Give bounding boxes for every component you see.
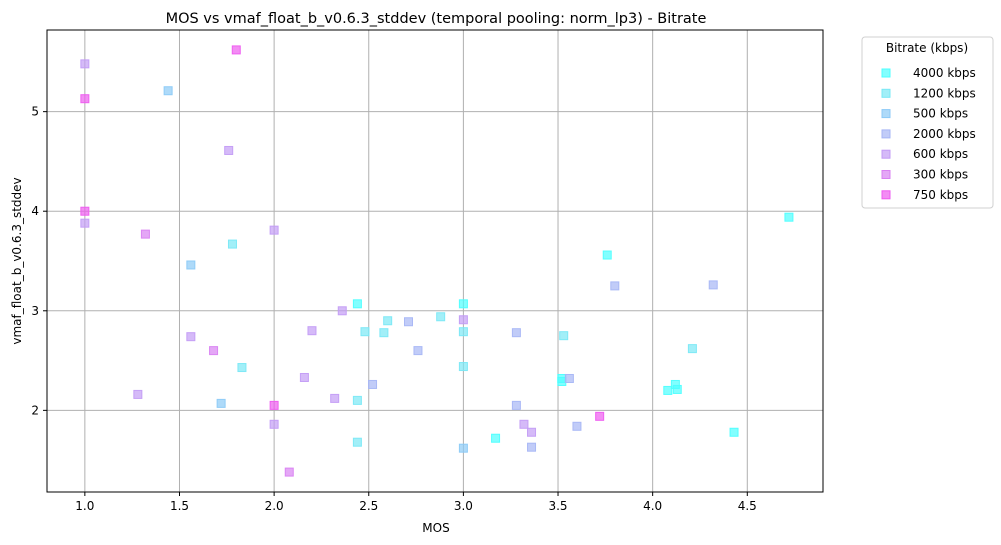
data-point — [784, 212, 794, 222]
legend: Bitrate (kbps) 4000 kbps 1200 kbps 500 kbp… — [861, 36, 994, 209]
x-axis-label: MOS — [422, 521, 449, 535]
data-point — [383, 316, 393, 326]
data-point — [610, 281, 620, 291]
data-point — [269, 225, 279, 235]
data-point — [687, 344, 697, 354]
data-point — [163, 86, 173, 96]
data-point — [284, 467, 294, 477]
data-point — [224, 145, 234, 155]
data-point — [527, 427, 537, 437]
legend-label: 500 kbps — [913, 107, 968, 121]
data-point — [186, 332, 196, 342]
x-tick-label: 3.5 — [548, 499, 567, 513]
data-point — [80, 206, 90, 216]
data-point — [595, 411, 605, 421]
data-point — [559, 331, 569, 341]
data-point — [269, 400, 279, 410]
data-point — [564, 373, 574, 383]
data-point — [519, 419, 529, 429]
legend-marker — [881, 149, 891, 159]
x-tick-label: 2.5 — [359, 499, 378, 513]
chart-title: MOS vs vmaf_float_b_v0.6.3_stddev (tempo… — [166, 11, 707, 27]
legend-marker — [881, 109, 891, 119]
data-point — [436, 312, 446, 322]
data-point — [352, 437, 362, 447]
data-point — [231, 45, 241, 55]
data-point — [491, 433, 501, 443]
x-tick-label: 1.0 — [75, 499, 94, 513]
legend-marker — [881, 129, 891, 139]
data-point — [458, 299, 468, 309]
data-point — [708, 280, 718, 290]
data-point — [379, 328, 389, 338]
data-point — [663, 385, 673, 395]
legend-marker — [881, 170, 891, 179]
data-point — [672, 384, 682, 394]
data-point — [413, 346, 423, 356]
x-tick-label: 3.0 — [454, 499, 473, 513]
data-point — [527, 442, 537, 452]
data-point — [458, 362, 468, 372]
legend-label: 2000 kbps — [913, 127, 976, 141]
grid-lines — [47, 30, 823, 492]
data-point — [80, 94, 90, 104]
legend-label: 600 kbps — [913, 147, 968, 161]
legend-label: 750 kbps — [913, 188, 968, 202]
legend-marker — [881, 190, 891, 200]
data-point — [511, 328, 521, 338]
y-tick-label: 2 — [31, 403, 39, 417]
data-point — [352, 299, 362, 309]
data-point — [368, 379, 378, 389]
legend-label: 300 kbps — [913, 168, 968, 182]
data-point — [140, 229, 150, 239]
y-tick-label: 3 — [31, 304, 39, 318]
data-point — [602, 250, 612, 260]
legend-title: Bitrate (kbps) — [886, 41, 968, 55]
data-point — [458, 315, 468, 325]
data-points — [80, 45, 794, 477]
legend-marker — [881, 68, 891, 78]
data-point — [227, 239, 237, 249]
data-point — [80, 59, 90, 69]
x-tick-label: 1.5 — [170, 499, 189, 513]
data-point — [307, 326, 317, 336]
x-tick-label: 4.5 — [738, 499, 757, 513]
y-axis-ticks: 2 3 4 5 — [31, 105, 47, 417]
x-axis-ticks: 1.0 1.5 2.0 2.5 3.0 3.5 4.0 4.5 — [75, 492, 757, 513]
data-point — [299, 372, 309, 382]
data-point — [133, 389, 143, 399]
data-point — [458, 327, 468, 337]
data-point — [729, 427, 739, 437]
legend-items: 4000 kbps 1200 kbps 500 kbps 2000 kbps 600 k… — [881, 66, 976, 202]
data-point — [186, 260, 196, 270]
data-point — [557, 376, 567, 386]
plot-area-frame — [46, 29, 824, 493]
y-axis-label: vmaf_float_b_v0.6.3_stddev — [10, 177, 24, 344]
legend-label: 4000 kbps — [913, 66, 976, 80]
data-point — [404, 317, 414, 327]
x-tick-label: 2.0 — [265, 499, 284, 513]
data-point — [360, 327, 370, 337]
data-point — [80, 218, 90, 228]
data-point — [458, 443, 468, 453]
data-point — [572, 421, 582, 431]
data-point — [209, 346, 219, 356]
data-point — [237, 363, 247, 373]
x-tick-label: 4.0 — [643, 499, 662, 513]
data-point — [330, 393, 340, 403]
y-tick-label: 5 — [31, 105, 39, 119]
data-point — [352, 395, 362, 405]
legend-marker — [881, 88, 891, 98]
data-point — [511, 400, 521, 410]
data-point — [337, 306, 347, 316]
legend-label: 1200 kbps — [913, 86, 976, 100]
data-point — [216, 398, 226, 408]
data-point — [269, 419, 279, 429]
y-tick-label: 4 — [31, 204, 39, 218]
legend-frame — [861, 36, 994, 209]
